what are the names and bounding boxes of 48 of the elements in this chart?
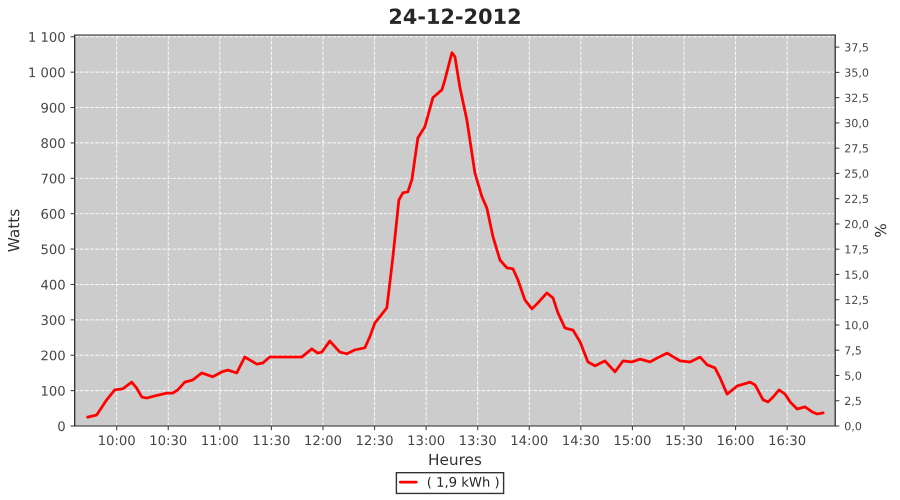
y2-tick-label: 25,0: [845, 169, 868, 179]
y2-tick-label: 30,0: [845, 118, 868, 128]
x-tick-label: 16:30: [770, 435, 806, 446]
x-axis-title: Heures: [430, 454, 482, 466]
y2-tick-label: 20,0: [845, 220, 868, 230]
y-tick-label: 800: [41, 138, 65, 148]
y-tick-label: 400: [41, 280, 65, 290]
line-series: [86, 51, 825, 419]
x-tick-label: 12:00: [305, 435, 342, 446]
legend-label: ( 1,9 kWh ): [428, 476, 499, 488]
y2-tick-label: 7,5: [845, 346, 861, 356]
x-tick-label: 13:00: [408, 435, 444, 446]
y2-tick-label: 12,5: [845, 296, 868, 306]
y2-tick-label: 37,5: [845, 43, 868, 53]
y2-tick-label: 0,0: [844, 422, 862, 432]
y-tick-label: 0: [58, 421, 65, 432]
y-tick-label: 1 100: [29, 32, 65, 42]
x-tick-label: 10:00: [99, 435, 135, 446]
y2-tick-label: 17,5: [845, 245, 868, 255]
y-tick-label: 900: [41, 102, 65, 113]
x-tick-label: 14:30: [563, 435, 599, 446]
x-tick-label: 10:30: [150, 435, 186, 446]
y-tick-label: 600: [41, 208, 65, 219]
x-tick-label: 11:30: [254, 435, 290, 446]
x-tick-label: 15:00: [614, 435, 651, 446]
y2-tick-label: 2,5: [845, 396, 861, 406]
y2-tick-label: 32,5: [845, 94, 868, 104]
y2-tick-label: 15,0: [845, 270, 868, 280]
y2-tick-label: 35,0: [845, 68, 868, 78]
y-tick-label: 100: [42, 386, 65, 396]
chart-title: 24-12-2012: [390, 8, 520, 24]
y-axis-title: Watts: [8, 210, 20, 252]
x-tick-label: 13:30: [460, 435, 496, 446]
x-tick-label: 11:00: [202, 435, 238, 446]
x-tick-label: 14:00: [512, 435, 548, 446]
y-tick-label: 200: [41, 350, 65, 360]
y2-tick-label: 5,0: [845, 371, 862, 381]
y-tick-label: 700: [42, 174, 65, 184]
y2-tick-label: 22,5: [845, 194, 868, 204]
x-tick-label: 16:00: [718, 435, 754, 446]
y-tick-label: 500: [42, 244, 65, 254]
x-tick-label: 12:30: [356, 435, 393, 446]
y2-tick-label: 10,0: [845, 320, 868, 330]
y2-tick-label: 27,5: [845, 144, 868, 154]
y2-axis-title: %: [874, 224, 886, 237]
x-tick-label: 15:30: [666, 435, 702, 446]
y-tick-label: 1 000: [29, 67, 65, 78]
y-tick-label: 300: [41, 315, 65, 326]
